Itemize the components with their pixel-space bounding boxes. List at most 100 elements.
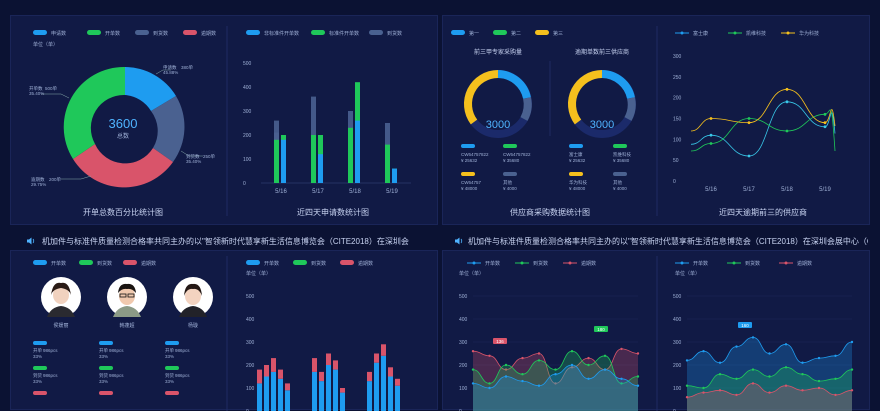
- bars4-ytick: 500: [243, 61, 252, 67]
- area-right-chart: 5004003002001000160: [673, 294, 853, 411]
- area-ytick: 100: [673, 386, 682, 392]
- area-right-legend: 开单数 到货数 逾期数 单位（单）: [675, 260, 812, 277]
- area-point: [851, 389, 853, 391]
- area-point: [620, 348, 622, 350]
- callout-open-value: 500单: [45, 85, 58, 92]
- legend-swatch-arrive: [135, 30, 149, 35]
- bars4-ytick: 0: [243, 181, 246, 187]
- legend-people-arrive: 到货数: [97, 260, 112, 267]
- gauge-left-item-3-name: 其他: [503, 179, 512, 186]
- curves-line: [691, 110, 835, 151]
- area-point: [505, 364, 507, 366]
- callout-arrive-pct: 35.40%: [186, 159, 201, 164]
- person-name: 韩蓬超: [119, 322, 134, 329]
- ar-unit: 单位（单）: [675, 270, 700, 277]
- gauge-left-item-0-value: ¥ 25632: [461, 158, 478, 163]
- legend-third: 第三: [553, 30, 563, 37]
- area-point: [851, 341, 853, 343]
- legend-bb-arrive: 到货数: [311, 260, 326, 267]
- bb-bar: [319, 372, 324, 381]
- bottom-bars-legend: 开单数 到货数 逾期数 单位（单）: [246, 260, 373, 277]
- legend-second: 第二: [511, 30, 521, 37]
- bars4-bar: [274, 140, 279, 183]
- stat-value: 986pcs: [175, 373, 190, 378]
- bars4-ytick: 400: [243, 85, 252, 91]
- curves-ytick: 100: [673, 137, 682, 143]
- area-ytick: 400: [459, 317, 468, 323]
- donut-caption: 开单总数百分比统计图: [83, 207, 163, 217]
- bb-bar: [374, 363, 379, 411]
- person-stats: 开单 986pcs 33% 到货 986pcs 33% 开单 986pcs 33…: [33, 341, 190, 395]
- area-point: [587, 357, 589, 359]
- area-point: [571, 364, 573, 366]
- area-point: [571, 350, 573, 352]
- gauge-left: 3000: [468, 74, 528, 134]
- bb-bar: [381, 344, 386, 356]
- bars4-xtick: 5/17: [312, 189, 324, 195]
- gauge-right-items: 富士康 ¥ 25632 凯维科技 ¥ 35680 华为科技 ¥ 48000 其他…: [569, 144, 631, 191]
- unit-label: 单位（单）: [33, 41, 58, 48]
- area-point: [702, 387, 704, 389]
- curves-xtick: 5/17: [743, 187, 755, 193]
- area-point: [768, 391, 770, 393]
- gauge-right-item-1-name: 凯维科技: [613, 151, 631, 158]
- legend-swatch-open: [87, 30, 101, 35]
- stat-label: 开单: [99, 347, 108, 354]
- area-point: [768, 352, 770, 354]
- bb-bar: [312, 372, 317, 411]
- stat-value: 986pcs: [109, 348, 124, 353]
- person-2[interactable]: 杨璇: [173, 277, 213, 329]
- legend-swatch-overdue: [183, 30, 197, 35]
- curves-ytick: 50: [673, 158, 679, 164]
- person-1[interactable]: 韩蓬超: [107, 277, 147, 329]
- curves-point: [710, 134, 713, 137]
- bb-bar: [395, 379, 400, 386]
- bars4-caption: 近四天申请数统计图: [297, 207, 369, 217]
- area-ytick: 500: [673, 294, 682, 300]
- bb-ytick: 400: [246, 317, 255, 323]
- area-tag-text: 180: [597, 327, 605, 332]
- bb-bar: [367, 381, 372, 411]
- bb-bar: [257, 383, 262, 411]
- legend-swatch-second: [493, 30, 507, 35]
- curves-point: [824, 125, 827, 128]
- area-point: [818, 357, 820, 359]
- curves-point: [748, 117, 751, 120]
- legend-swatch-arrive2: [369, 30, 383, 35]
- gauge-left-item-2-value: ¥ 48000: [461, 186, 478, 191]
- gauge-left-items: CW64757822 ¥ 25632 CW64757822 ¥ 35680 CW…: [461, 144, 531, 191]
- gauge-left-value: 3000: [486, 119, 510, 131]
- stat-value: 986pcs: [43, 373, 58, 378]
- curves-ytick: 0: [673, 179, 676, 185]
- area-point: [735, 378, 737, 380]
- gauge-right-item-0-name: 富士康: [569, 151, 583, 158]
- stat-pct: 33%: [165, 354, 174, 359]
- bb-bar: [333, 370, 338, 411]
- bars4-xtick: 5/18: [349, 189, 361, 195]
- gauge-right-arc-blue: [602, 74, 631, 98]
- area-point: [472, 350, 474, 352]
- bb-bar: [264, 377, 269, 411]
- callout-apply-pct: 45.88%: [163, 70, 178, 75]
- al-unit: 单位（单）: [459, 270, 484, 277]
- legend-bb-overdue: 逾期数: [358, 260, 373, 267]
- area-point: [488, 382, 490, 384]
- curves-ytick: 200: [673, 96, 682, 102]
- area-point: [834, 355, 836, 357]
- gauge-right-arc-yellow: [572, 74, 602, 122]
- curves-line: [691, 102, 835, 156]
- area-point: [637, 352, 639, 354]
- curves-xtick: 5/16: [705, 187, 717, 193]
- area-ytick: 300: [459, 340, 468, 346]
- person-0[interactable]: 侯媛丽: [41, 277, 81, 329]
- area-point: [834, 378, 836, 380]
- gauge-right-arc-slate: [628, 98, 632, 119]
- bb-bar: [312, 358, 317, 372]
- area-point: [538, 359, 540, 361]
- legend-people-overdue: 逾期数: [141, 260, 156, 267]
- legend-al-arrive: 到货数: [533, 260, 548, 267]
- area-point: [587, 364, 589, 366]
- area-ytick: 200: [673, 363, 682, 369]
- callout-arrive-value: 250单: [203, 153, 216, 160]
- legend-al-open: 开单数: [485, 260, 500, 267]
